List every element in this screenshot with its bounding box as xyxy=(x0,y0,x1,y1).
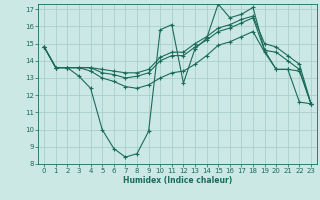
X-axis label: Humidex (Indice chaleur): Humidex (Indice chaleur) xyxy=(123,176,232,185)
